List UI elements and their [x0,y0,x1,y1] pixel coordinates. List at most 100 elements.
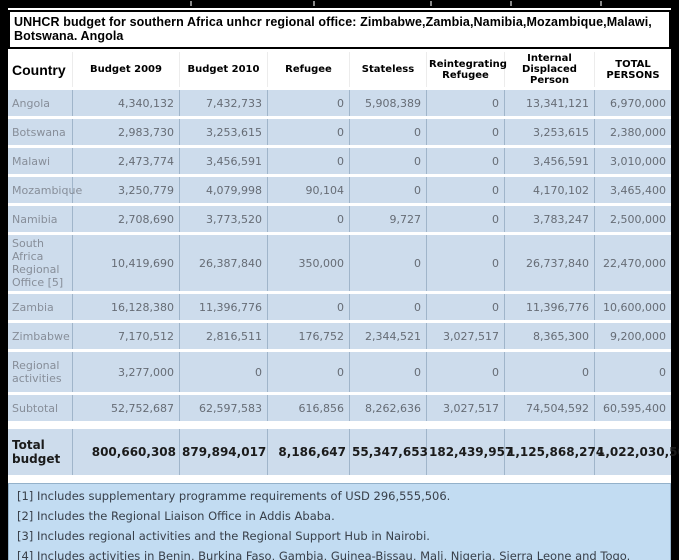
footnote-3: [3] Includes regional activities and the… [17,529,430,543]
cell: 6,970,000 [595,90,671,116]
cell: 0 [350,148,427,174]
table-row-malawi: Malawi 2,473,774 3,456,591 0 0 0 3,456,5… [8,148,671,174]
cell: 0 [427,119,505,145]
cell: 0 [268,119,350,145]
table-row-botswana: Botswana 2,983,730 3,253,615 0 0 0 3,253… [8,119,671,145]
cell: 0 [595,352,671,392]
cell: 4,340,132 [73,90,180,116]
cell: 3,250,779 [73,177,180,203]
cell: 62,597,583 [180,395,268,421]
row-label: Regional activities [8,352,73,392]
cell: 1,022,030,500 [595,429,679,475]
cell: 0 [427,148,505,174]
cell: 55,347,653 [350,429,428,475]
cell: 0 [350,177,427,203]
row-divider-cell [8,424,671,426]
cell: 7,432,733 [180,90,268,116]
cell: 0 [427,352,505,392]
crop-tick [190,1,192,6]
crop-tick [313,1,315,6]
table-row-angola: Angola 4,340,132 7,432,733 0 5,908,389 0… [8,90,671,116]
row-label: Zimbabwe [8,323,73,349]
row-label: Total budget [8,429,73,475]
cell: 0 [268,294,350,320]
cell: 74,504,592 [505,395,595,421]
cell: 5,908,389 [350,90,427,116]
column-header-budget-2010: Budget 2010 [180,52,268,87]
cell: 2,708,690 [73,206,180,232]
column-header-stateless: Stateless [350,52,427,87]
cell: 8,365,300 [505,323,595,349]
table-row-zimbabwe: Zimbabwe 7,170,512 2,816,511 176,752 2,3… [8,323,671,349]
cell: 52,752,687 [73,395,180,421]
row-label: Botswana [8,119,73,145]
cell: 0 [427,235,505,291]
row-label: Mozambique [8,177,82,203]
cell: 350,000 [268,235,350,291]
cell: 2,500,000 [595,206,671,232]
cell: 3,456,591 [505,148,595,174]
cell: 1,125,868,274 [505,429,604,475]
cell: 2,380,000 [595,119,671,145]
cell: 0 [268,90,350,116]
column-header-country: Country [8,52,73,87]
cell: 4,170,102 [505,177,595,203]
cell: 26,387,840 [180,235,268,291]
cell: 0 [427,90,505,116]
cell: 10,600,000 [595,294,671,320]
row-label: Angola [8,90,73,116]
content-area: UNHCR budget for southern Africa unhcr r… [8,8,679,560]
cell: 16,128,380 [73,294,180,320]
cell: 3,277,000 [73,352,180,392]
table-row-zambia: Zambia 16,128,380 11,396,776 0 0 0 11,39… [8,294,671,320]
cell: 616,856 [268,395,350,421]
cell: 10,419,690 [73,235,180,291]
cell: 8,262,636 [350,395,427,421]
table-row-namibia: Namibia 2,708,690 3,773,520 0 9,727 0 3,… [8,206,671,232]
crop-tick [430,1,432,6]
cell: 2,344,521 [350,323,427,349]
row-label: South Africa Regional Office [5] [8,235,73,291]
cell: 0 [505,352,595,392]
cell: 0 [427,177,505,203]
cell: 2,983,730 [73,119,180,145]
cell: 0 [427,294,505,320]
cell: 800,660,308 [73,429,180,475]
cell: 0 [268,352,350,392]
cell: 90,104 [268,177,350,203]
cell: 0 [268,148,350,174]
table-row-subtotal: Subtotal 52,752,687 62,597,583 616,856 8… [8,395,671,421]
cell: 3,027,517 [427,323,505,349]
cell: 182,439,957 [427,429,513,475]
cell: 3,253,615 [180,119,268,145]
cell: 11,396,776 [180,294,268,320]
table-row-south-africa-regional-office: South Africa Regional Office [5] 10,419,… [8,235,671,291]
cell: 3,253,615 [505,119,595,145]
cell: 7,170,512 [73,323,180,349]
table-row-regional-activities: Regional activities 3,277,000 0 0 0 0 0 … [8,352,671,392]
column-header-internal-displaced: Internal Displaced Person [505,52,595,87]
row-label: Malawi [8,148,73,174]
cell: 3,783,247 [505,206,595,232]
cell: 60,595,400 [595,395,671,421]
cell: 9,727 [350,206,427,232]
row-label: Subtotal [8,395,73,421]
cell: 22,470,000 [595,235,671,291]
crop-tick [510,1,512,6]
budget-table: Country Budget 2009 Budget 2010 Refugee … [8,49,679,478]
row-label: Namibia [8,206,73,232]
footnote-2: [2] Includes the Regional Liaison Office… [17,509,335,523]
crop-tick [600,1,602,6]
table-row-mozambique: Mozambique 3,250,779 4,079,998 90,104 0 … [8,177,671,203]
table-row-total-budget: Total budget 800,660,308 879,894,017 8,1… [8,429,679,475]
cell: 2,816,511 [180,323,268,349]
footnote-4: [4] Includes activities in Benin, Burkin… [17,549,631,560]
cell: 8,186,647 [268,429,350,475]
cell: 0 [180,352,268,392]
cell: 4,079,998 [180,177,268,203]
cell: 0 [350,235,427,291]
row-label: Zambia [8,294,73,320]
cell: 9,200,000 [595,323,671,349]
footnote-1: [1] Includes supplementary programme req… [17,489,451,503]
